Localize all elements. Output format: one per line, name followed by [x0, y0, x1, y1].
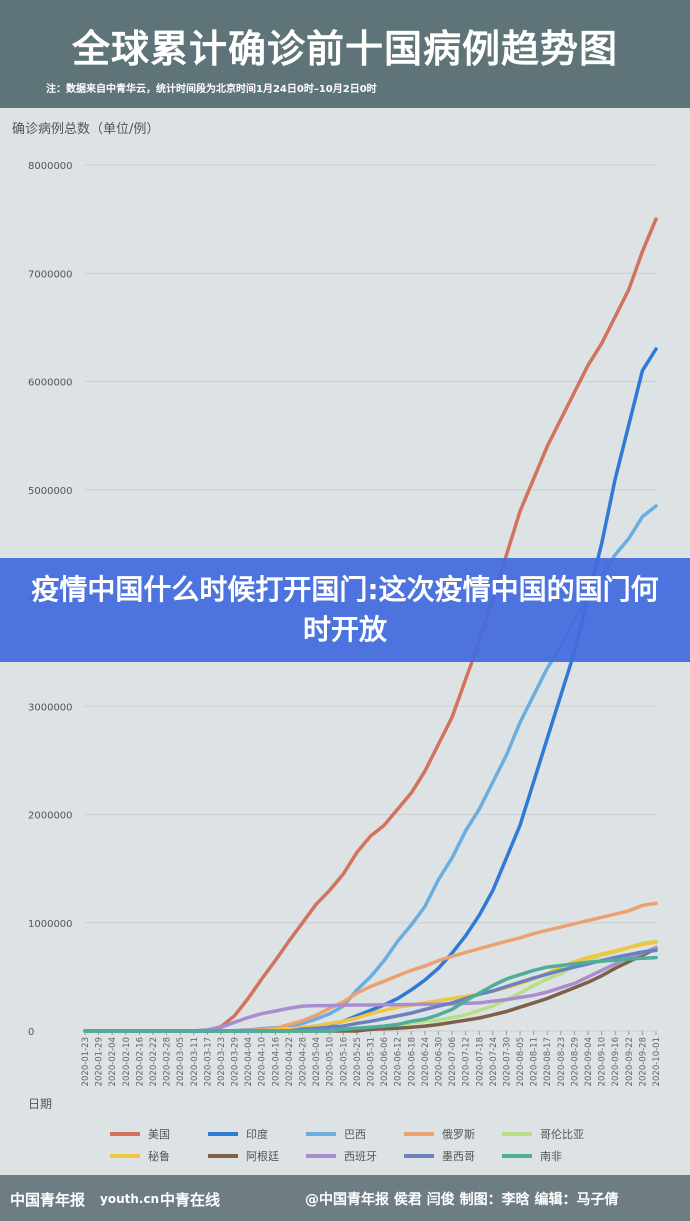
x-tick-label: 2020-04-22 [285, 1037, 295, 1086]
x-tick-label: 2020-03-05 [176, 1037, 186, 1086]
y-tick-label: 5000000 [28, 486, 73, 497]
y-tick-label: 6000000 [28, 378, 73, 389]
x-tick-label: 2020-08-23 [557, 1037, 567, 1086]
x-tick-label: 2020-06-12 [394, 1037, 404, 1086]
x-tick-label: 2020-09-22 [625, 1037, 635, 1086]
legend-label: 俄罗斯 [442, 1128, 475, 1141]
legend-label: 墨西哥 [442, 1150, 475, 1163]
x-tick-label: 2020-08-11 [530, 1037, 540, 1086]
y-tick-label: 8000000 [28, 161, 73, 172]
x-tick-label: 2020-04-10 [258, 1037, 268, 1086]
footer-logo: 中青在线 [160, 1191, 221, 1209]
x-tick-label: 2020-03-29 [231, 1037, 241, 1086]
x-tick-label: 2020-06-06 [380, 1037, 390, 1086]
legend-label: 南非 [540, 1150, 562, 1163]
x-axis-title: 日期 [28, 1097, 52, 1111]
x-tick-label: 2020-07-12 [462, 1037, 472, 1086]
x-tick-label: 2020-09-16 [611, 1037, 621, 1086]
legend-label: 美国 [148, 1128, 170, 1141]
series-line [83, 347, 658, 1033]
x-tick-label: 2020-04-28 [299, 1037, 309, 1086]
x-tick-label: 2020-07-24 [489, 1037, 499, 1086]
y-tick-label: 3000000 [28, 702, 73, 713]
y-axis-title: 确诊病例总数（单位/例） [12, 122, 159, 137]
x-tick-label: 2020-02-22 [149, 1037, 159, 1086]
banner: 疫情中国什么时候打开国门:这次疫情中国的国门何时开放 [0, 558, 690, 662]
footer: 中国青年报 youth.cn 中青在线 @中国青年报 侯君 闫俊 制图：李晗 编… [0, 1175, 690, 1221]
source-note: 注：数据来自中青华云，统计时间段为北京时间1月24日0时–10月2日0时 [46, 84, 377, 95]
y-tick-label: 1000000 [28, 919, 73, 930]
x-tick-label: 2020-07-30 [502, 1037, 512, 1086]
footer-logo: youth.cn [100, 1192, 160, 1206]
y-tick-label: 2000000 [28, 811, 73, 822]
legend-label: 西班牙 [344, 1150, 377, 1163]
footer-credit: @中国青年报 侯君 闫俊 制图：李晗 编辑：马子倩 [305, 1192, 619, 1208]
series-line [83, 955, 658, 1033]
x-tick-label: 2020-04-04 [244, 1037, 254, 1086]
x-tick-label: 2020-03-11 [190, 1037, 200, 1086]
x-tick-label: 2020-05-31 [367, 1037, 377, 1086]
x-tick-label: 2020-06-18 [407, 1037, 417, 1086]
x-tick-label: 2020-03-23 [217, 1037, 227, 1086]
banner-title: 疫情中国什么时候打开国门:这次疫情中国的国门何时开放 [31, 573, 659, 646]
x-tick-label: 2020-10-01 [652, 1037, 662, 1086]
x-tick-label: 2020-09-04 [584, 1037, 594, 1086]
x-tick-label: 2020-08-29 [570, 1037, 580, 1086]
x-tick-label: 2020-07-18 [475, 1037, 485, 1086]
x-tick-label: 2020-09-10 [598, 1037, 608, 1086]
legend-label: 秘鲁 [148, 1149, 170, 1163]
x-tick-label: 2020-09-28 [638, 1037, 648, 1086]
header: 全球累计确诊前十国病例趋势图 注：数据来自中青华云，统计时间段为北京时间1月24… [0, 0, 690, 108]
page-title: 全球累计确诊前十国病例趋势图 [71, 27, 618, 71]
legend-label: 印度 [246, 1127, 268, 1141]
footer-logo: 中国青年报 [10, 1191, 86, 1209]
legend-label: 哥伦比亚 [540, 1127, 584, 1141]
x-tick-label: 2020-05-25 [353, 1037, 363, 1086]
x-tick-label: 2020-05-16 [339, 1037, 349, 1086]
y-tick-label: 7000000 [28, 269, 73, 280]
x-tick-label: 2020-08-17 [543, 1037, 553, 1086]
x-tick-label: 2020-08-05 [516, 1037, 526, 1086]
x-tick-label: 2020-05-10 [326, 1037, 336, 1086]
x-tick-label: 2020-01-29 [95, 1037, 105, 1086]
y-tick-label: 0 [28, 1027, 34, 1038]
legend-label: 巴西 [344, 1128, 366, 1141]
x-tick-label: 2020-03-17 [203, 1037, 213, 1086]
x-tick-label: 2020-01-23 [81, 1037, 91, 1086]
x-tick-label: 2020-02-16 [135, 1037, 145, 1086]
x-tick-label: 2020-07-06 [448, 1037, 458, 1086]
series-line [83, 946, 658, 1033]
x-tick-label: 2020-04-16 [271, 1037, 281, 1086]
x-tick-label: 2020-02-04 [108, 1037, 118, 1086]
chart: 确诊病例总数（单位/例） 日期 010000002000000300000040… [12, 122, 662, 1163]
x-tick-label: 2020-06-24 [421, 1037, 431, 1086]
x-tick-label: 2020-02-10 [122, 1037, 132, 1086]
x-tick-label: 2020-06-30 [434, 1037, 444, 1086]
legend-label: 阿根廷 [246, 1149, 279, 1163]
x-tick-label: 2020-02-28 [163, 1037, 173, 1086]
x-tick-label: 2020-05-04 [312, 1037, 322, 1086]
